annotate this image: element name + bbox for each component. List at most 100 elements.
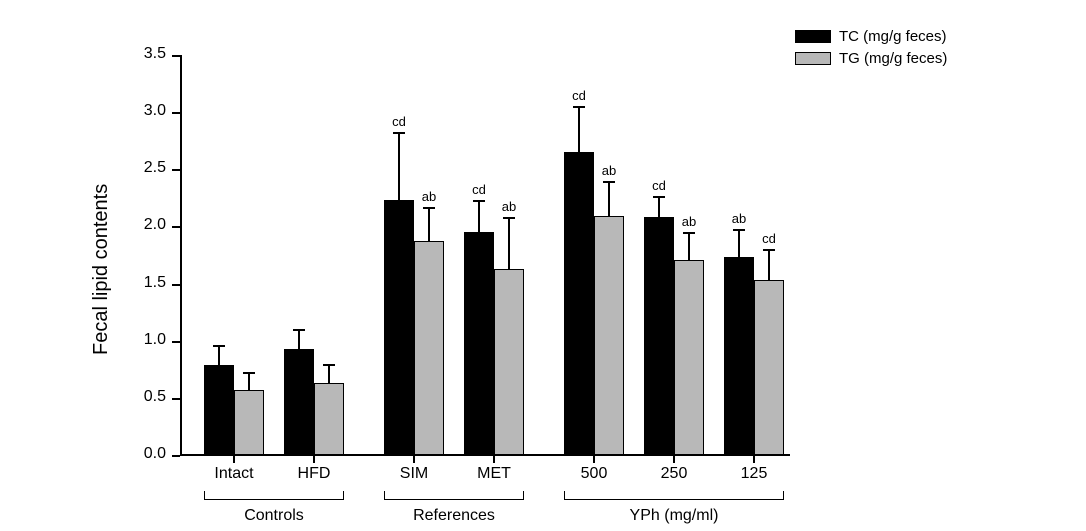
y-tick-label: 0.0 <box>122 445 166 463</box>
bar-tg <box>674 260 704 455</box>
errorbar <box>298 329 300 348</box>
group-bracket <box>564 491 565 499</box>
y-tick <box>172 341 180 343</box>
legend-label: TC (mg/g feces) <box>839 28 947 45</box>
y-tick-label: 0.5 <box>122 388 166 406</box>
errorbar <box>328 364 330 383</box>
bar-tg <box>494 269 524 455</box>
errorcap <box>213 345 225 347</box>
bar-tg <box>414 241 444 455</box>
category-label: HFD <box>274 465 354 483</box>
errorcap <box>683 232 695 234</box>
y-tick-label: 1.5 <box>122 274 166 292</box>
chart-stage: 0.0 0.5 1.0 1.5 2.0 2.5 3.0 3.5 Fecal lipid cont… <box>0 0 1086 531</box>
legend-label: TG (mg/g feces) <box>839 50 947 67</box>
bar-tc <box>284 349 314 455</box>
y-tick-label: 3.0 <box>122 102 166 120</box>
errorbar <box>658 196 660 218</box>
sig-label: cd <box>567 88 591 103</box>
bar-tg <box>594 216 624 455</box>
y-tick-label: 3.5 <box>122 45 166 63</box>
category-label: Intact <box>194 465 274 483</box>
x-tick <box>593 455 595 463</box>
x-tick <box>313 455 315 463</box>
x-tick <box>413 455 415 463</box>
errorbar <box>218 345 220 364</box>
x-tick <box>233 455 235 463</box>
group-label: References <box>394 507 514 525</box>
sig-label: ab <box>417 189 441 204</box>
bar-tg <box>754 280 784 455</box>
y-tick <box>172 226 180 228</box>
category-label: 250 <box>634 465 714 483</box>
y-axis <box>180 55 182 455</box>
bar-tc <box>724 257 754 455</box>
errorcap <box>653 196 665 198</box>
category-label: MET <box>454 465 534 483</box>
sig-label: ab <box>727 211 751 226</box>
group-bracket <box>204 499 344 500</box>
category-label: SIM <box>374 465 454 483</box>
bar-tc <box>564 152 594 455</box>
y-tick-label: 1.0 <box>122 331 166 349</box>
errorcap <box>473 200 485 202</box>
y-tick <box>172 169 180 171</box>
y-axis-label: Fecal lipid contents <box>90 184 113 355</box>
errorcap <box>503 217 515 219</box>
y-tick-label: 2.5 <box>122 159 166 177</box>
legend-swatch <box>795 30 831 43</box>
y-tick <box>172 398 180 400</box>
errorbar <box>768 249 770 280</box>
errorcap <box>733 229 745 231</box>
y-tick <box>172 55 180 57</box>
x-tick <box>493 455 495 463</box>
group-bracket <box>564 499 784 500</box>
legend-swatch <box>795 52 831 65</box>
errorcap <box>243 372 255 374</box>
errorbar <box>688 232 690 259</box>
errorbar <box>508 217 510 268</box>
errorbar <box>738 229 740 258</box>
group-bracket <box>523 491 524 499</box>
y-tick-label: 2.0 <box>122 216 166 234</box>
y-tick <box>172 284 180 286</box>
sig-label: ab <box>497 199 521 214</box>
sig-label: ab <box>677 214 701 229</box>
y-tick <box>172 112 180 114</box>
bar-tc <box>464 232 494 455</box>
group-bracket <box>783 491 784 499</box>
group-bracket <box>204 491 205 499</box>
sig-label: ab <box>597 163 621 178</box>
group-bracket <box>343 491 344 499</box>
x-tick <box>753 455 755 463</box>
errorbar <box>578 106 580 152</box>
bar-tc <box>384 200 414 455</box>
errorcap <box>573 106 585 108</box>
errorbar <box>398 132 400 201</box>
group-bracket <box>384 499 524 500</box>
errorcap <box>293 329 305 331</box>
errorbar <box>478 200 480 232</box>
x-tick <box>673 455 675 463</box>
errorcap <box>423 207 435 209</box>
y-tick <box>172 455 180 457</box>
bar-tg <box>314 383 344 455</box>
errorcap <box>763 249 775 251</box>
category-label: 500 <box>554 465 634 483</box>
errorcap <box>323 364 335 366</box>
bar-tg <box>234 390 264 455</box>
group-label: Controls <box>214 507 334 525</box>
errorcap <box>603 181 615 183</box>
sig-label: cd <box>757 231 781 246</box>
sig-label: cd <box>467 182 491 197</box>
bar-tc <box>204 365 234 455</box>
errorbar <box>608 181 610 216</box>
sig-label: cd <box>387 114 411 129</box>
bar-tc <box>644 217 674 455</box>
errorbar <box>428 207 430 241</box>
group-label: YPh (mg/ml) <box>614 507 734 525</box>
errorcap <box>393 132 405 134</box>
group-bracket <box>384 491 385 499</box>
category-label: 125 <box>714 465 794 483</box>
sig-label: cd <box>647 178 671 193</box>
